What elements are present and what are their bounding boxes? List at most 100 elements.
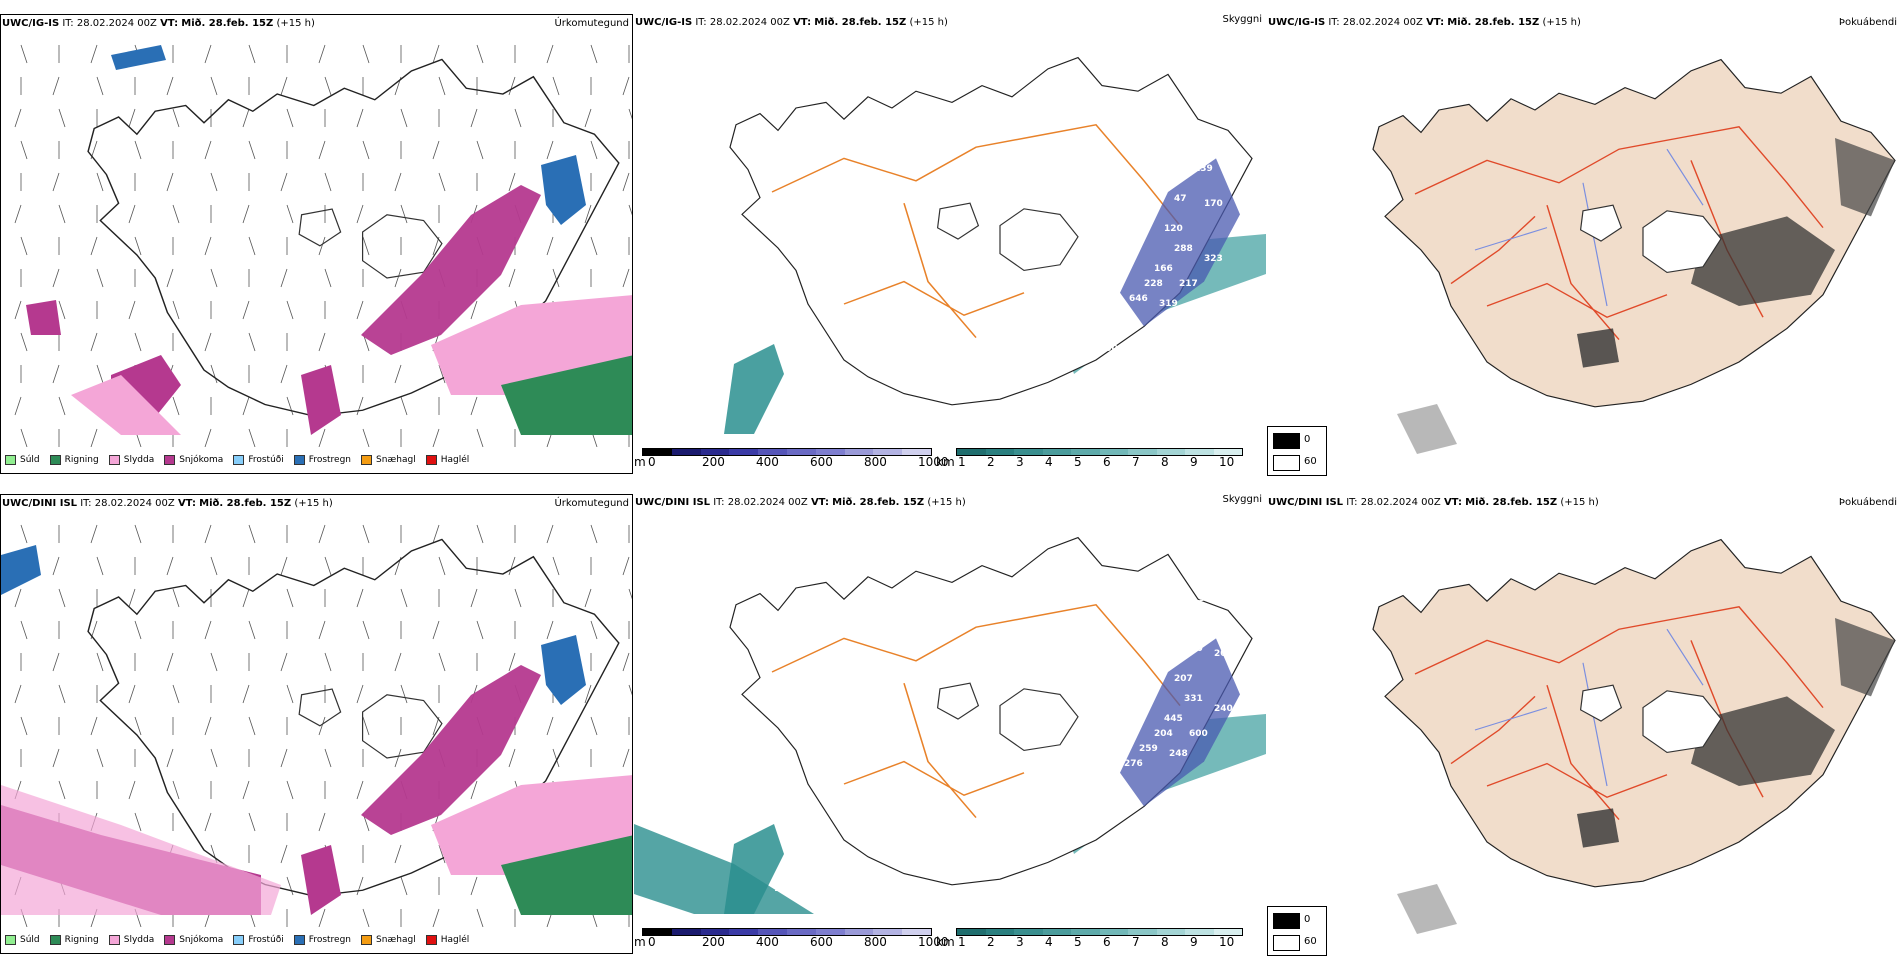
colorbar-cell [1213, 449, 1242, 455]
colorbar-tick: 7 [1132, 455, 1140, 469]
legend-swatch [164, 455, 176, 465]
fog-legend: 0 60 [1267, 426, 1327, 476]
colorbar-tick: 0 [648, 935, 656, 949]
colorbar-tick: 10 [1219, 935, 1235, 949]
colorbar-tick: 9 [1190, 935, 1198, 949]
colorbar-strip [956, 928, 1243, 936]
colorbar-cell [1128, 449, 1157, 455]
colorbar-cell [1156, 449, 1185, 455]
init-time: IT: 28.02.2024 00Z [1346, 497, 1441, 508]
colorbar-cell [1128, 929, 1157, 935]
fog-legend-value: 0 [1304, 434, 1311, 445]
fog-legend-swatch [1273, 913, 1300, 929]
model-name: UWC/IG-IS [2, 18, 60, 29]
cloud-base-label: 300 [1099, 344, 1118, 354]
colorbar-tick: 8 [1161, 935, 1169, 949]
fog-legend-value: 60 [1304, 936, 1317, 947]
colorbar-cell [1014, 449, 1043, 455]
panel-header: UWC/IG-IS IT: 28.02.2024 00Z VT: Mið. 28… [2, 18, 315, 29]
colorbar-cell [1213, 929, 1242, 935]
init-time: IT: 28.02.2024 00Z [1328, 17, 1423, 28]
precip-legend-bar [1, 927, 632, 953]
cloud-base-label: 47 [1174, 194, 1187, 204]
legend-swatch [425, 455, 437, 465]
legend-label: Súld [20, 455, 40, 465]
cloud-base-label: 726 [764, 434, 783, 444]
legend-item: Slydda [108, 455, 155, 465]
valid-time-label: VT: [1443, 497, 1462, 508]
cloud-base-label: 318 [1199, 594, 1218, 604]
cloud-base-label: 228 [1144, 279, 1163, 289]
cloud-base-label: 207 [1214, 649, 1233, 659]
field-name: Úrkomutegund [554, 498, 629, 509]
colorbar-tick: 2 [987, 455, 995, 469]
colorbar-cell [1042, 929, 1071, 935]
colorbar-tick: 400 [756, 455, 779, 469]
legend-label: Frostregn [308, 455, 352, 465]
colorbar-cell [729, 449, 759, 455]
colorbar-cell [671, 929, 701, 935]
cloud-base-label: 148 [1204, 614, 1223, 624]
field-name: Skyggni [1222, 14, 1262, 25]
cloud-base-label: 300 [1099, 769, 1118, 779]
colorbar-tick: 1 [958, 935, 966, 949]
cloud-base-label: 288 [1174, 244, 1193, 254]
colorbar-tick: 9 [1190, 455, 1198, 469]
colorbar-cell [1185, 929, 1214, 935]
legend-item: Snæhagl [361, 455, 416, 465]
valid-time-label: VT: [177, 498, 196, 509]
fog-legend-swatch [1273, 433, 1300, 449]
legend-item: Súld [5, 935, 40, 945]
field-name: Þokuábendi [1838, 497, 1897, 508]
legend-label: Slydda [123, 455, 155, 465]
colorbar-tick: 0 [648, 455, 656, 469]
cloud-base-label: 120 [1164, 224, 1183, 234]
legend-item: Snæhagl [361, 935, 416, 945]
colorbar-cell [786, 929, 816, 935]
colorbar-cell [1071, 929, 1100, 935]
colorbar-cell [902, 929, 931, 935]
cloud-base-label: 150 [1189, 144, 1208, 154]
lead-time: (+15 h) [294, 498, 333, 509]
precip-legend: Súld Rigning Slydda Snjókoma Frostúði Frostre… [5, 935, 469, 945]
legend-label: Haglél [440, 935, 470, 945]
colorbar-cell [700, 929, 730, 935]
cloud-base-label: 319 [1159, 299, 1178, 309]
colorbar-cell [985, 929, 1014, 935]
legend-item: Frostregn [293, 455, 352, 465]
legend-swatch [5, 455, 16, 465]
precip-type-panel: Súld Rigning Slydda Snjókoma Frostúði Frostre… [0, 14, 633, 474]
cloud-base-label: 646 [1129, 294, 1148, 304]
init-time: IT: 28.02.2024 00Z [695, 17, 790, 28]
cloud-base-label: 240 [1214, 704, 1233, 714]
legend-swatch [49, 935, 61, 945]
field-name: Þokuábendi [1838, 17, 1897, 28]
model-name: UWC/IG-IS [635, 17, 693, 28]
fog-legend: 0 60 [1267, 906, 1327, 956]
init-time: IT: 28.02.2024 00Z [713, 497, 808, 508]
lead-time: (+15 h) [1542, 17, 1581, 28]
fog-map [1372, 58, 1896, 454]
colorbar-cell [729, 929, 759, 935]
colorbar-cell [1099, 929, 1128, 935]
cloud-base-label: 276 [1124, 759, 1143, 769]
colorbar-cell [1014, 929, 1043, 935]
legend-label: Súld [20, 935, 40, 945]
cloud-base-label: 600 [1189, 729, 1208, 739]
legend-label: Frostregn [308, 935, 352, 945]
colorbar-unit: m [634, 455, 646, 469]
legend-item: Slydda [108, 935, 154, 945]
valid-time: Mið. 28.feb. 15Z [181, 18, 274, 29]
fog-legend-value: 60 [1304, 456, 1317, 467]
legend-swatch [49, 455, 61, 465]
colorbar-tick: 200 [702, 935, 725, 949]
legend-item: Rigning [49, 935, 99, 945]
field-name: Skyggni [1222, 494, 1262, 505]
legend-label: Frostúði [248, 935, 284, 945]
field-name: Úrkomutegund [554, 18, 629, 29]
legend-label: Snæhagl [376, 455, 416, 465]
colorbar-tick: 600 [810, 935, 833, 949]
lead-time: (+15 h) [927, 497, 966, 508]
cloud-base-label: 139 [1194, 164, 1213, 174]
panel-header: UWC/DINI ISL IT: 28.02.2024 00Z VT: Mið.… [635, 497, 966, 508]
